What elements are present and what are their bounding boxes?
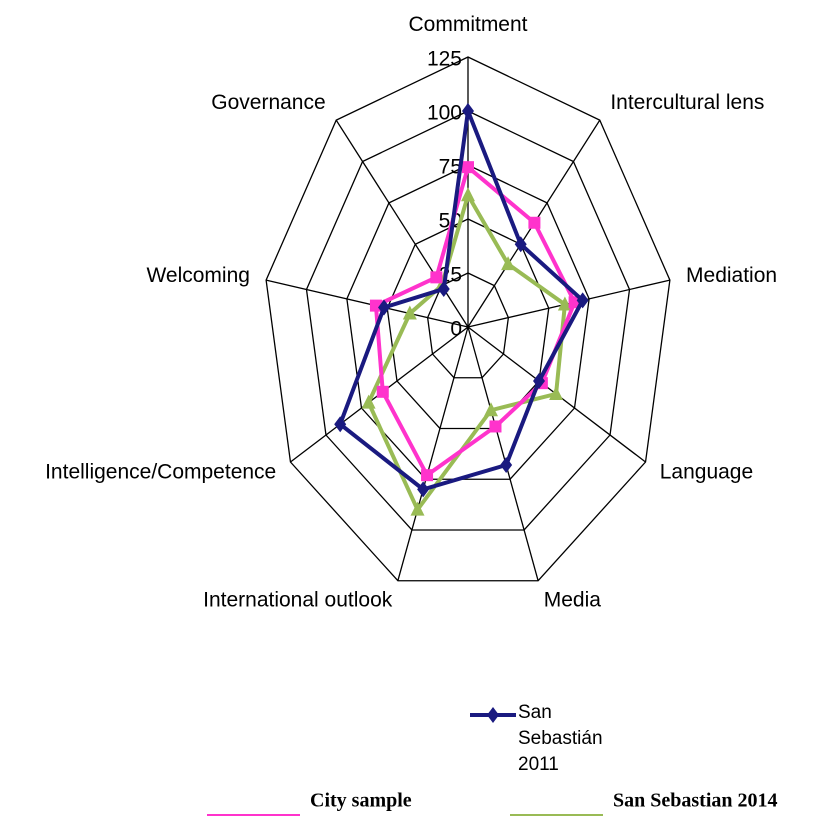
tick-label: 125 [427, 48, 462, 71]
grid-ring [265, 56, 671, 582]
marker [462, 161, 474, 174]
tick-label: 0 [450, 318, 462, 341]
legend-label: San Sebastián 2011 [518, 702, 603, 775]
marker [576, 292, 589, 309]
marker [378, 299, 391, 316]
category-label: Welcoming [146, 264, 249, 287]
marker [402, 305, 417, 320]
marker [557, 296, 572, 311]
grid-ring [305, 110, 631, 531]
marker [514, 236, 527, 253]
marker [533, 373, 546, 389]
grid-ring [346, 164, 590, 480]
marker [430, 271, 443, 284]
grid-ring [426, 272, 510, 379]
series-line [373, 163, 577, 479]
marker [501, 256, 516, 271]
category-label: Intelligence/Competence [45, 460, 276, 483]
marker [462, 103, 474, 119]
marker [417, 481, 430, 498]
tick-label: 100 [427, 102, 462, 125]
series-line [366, 190, 568, 514]
spoke [467, 326, 539, 581]
marker [334, 416, 347, 433]
spoke [265, 279, 469, 328]
series-line [337, 103, 586, 492]
legend-label: San Sebastian 2014 [613, 790, 778, 812]
legend-entry: San Sebastián 2011 [518, 702, 603, 775]
marker [487, 707, 499, 723]
category-label: Commitment [408, 13, 527, 36]
category-label: Intercultural lens [610, 91, 764, 114]
marker [500, 457, 513, 474]
category-label: Media [544, 589, 602, 612]
category-label: Language [660, 460, 753, 483]
category-label: Governance [211, 91, 325, 114]
marker [528, 216, 541, 229]
legend-label: City sample [310, 790, 412, 812]
marker [421, 469, 434, 482]
category-label: International outlook [203, 589, 393, 612]
spoke [397, 326, 469, 581]
marker [461, 187, 475, 202]
marker [489, 420, 502, 433]
tick-label: 75 [439, 156, 462, 179]
marker [549, 385, 564, 400]
marker [437, 280, 450, 297]
grid-ring [386, 218, 550, 430]
marker [376, 385, 389, 398]
marker [410, 501, 425, 516]
marker [483, 402, 498, 417]
category-label: Mediation [686, 264, 777, 287]
marker [361, 394, 376, 409]
